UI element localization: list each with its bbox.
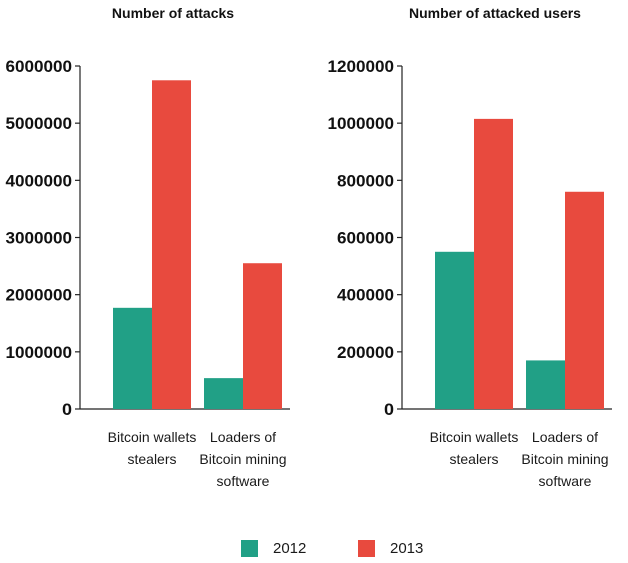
category-label-0-1-0: Loaders of — [210, 429, 276, 445]
bar-0-2013-1 — [243, 263, 282, 409]
bar-0-2012-1 — [204, 378, 243, 409]
y-tick-label-0-4: 4000000 — [6, 171, 73, 190]
bar-0-2013-0 — [152, 80, 191, 410]
y-tick-label-1-3: 600000 — [337, 229, 394, 248]
legend-swatch-2013 — [358, 540, 375, 557]
y-tick-label-0-6: 6000000 — [6, 57, 73, 76]
y-tick-label-1-4: 800000 — [337, 171, 394, 190]
y-tick-label-1-5: 1000000 — [328, 114, 395, 133]
category-label-1-1-2: software — [539, 473, 592, 489]
y-tick-label-0-2: 2000000 — [6, 286, 73, 305]
category-label-1-0-0: Bitcoin wallets — [430, 429, 519, 445]
category-label-0-1-1: Bitcoin mining — [199, 451, 286, 467]
y-tick-label-0-3: 3000000 — [6, 229, 73, 248]
category-label-0-0-1: stealers — [127, 451, 176, 467]
bar-1-2013-1 — [565, 191, 604, 409]
legend-item-2012: 2012 — [241, 540, 306, 557]
category-label-0-1-2: software — [217, 473, 270, 489]
chart-title-1: Number of attacked users — [409, 5, 581, 21]
category-label-0-0-0: Bitcoin wallets — [108, 429, 197, 445]
chart-title-0: Number of attacks — [112, 5, 234, 21]
legend-label-2012: 2012 — [273, 540, 307, 557]
y-tick-label-0-5: 5000000 — [6, 114, 73, 133]
y-tick-label-0-0: 0 — [62, 400, 72, 419]
legend-swatch-2012 — [241, 540, 258, 557]
bar-0-2012-0 — [113, 307, 152, 409]
bar-1-2013-0 — [474, 118, 513, 410]
legend-label-2013: 2013 — [390, 540, 424, 557]
y-tick-label-0-1: 1000000 — [6, 343, 73, 362]
y-tick-label-1-1: 200000 — [337, 343, 394, 362]
y-tick-label-1-2: 400000 — [337, 286, 394, 305]
category-label-1-1-1: Bitcoin mining — [521, 451, 608, 467]
legend: 2012 2013 — [0, 540, 628, 562]
bar-1-2012-0 — [435, 251, 474, 409]
legend-item-2013: 2013 — [358, 540, 423, 557]
y-tick-label-1-0: 0 — [384, 400, 394, 419]
y-tick-label-1-6: 1200000 — [328, 57, 395, 76]
bar-1-2012-1 — [526, 360, 565, 409]
category-label-1-1-0: Loaders of — [532, 429, 598, 445]
category-label-1-0-1: stealers — [449, 451, 498, 467]
